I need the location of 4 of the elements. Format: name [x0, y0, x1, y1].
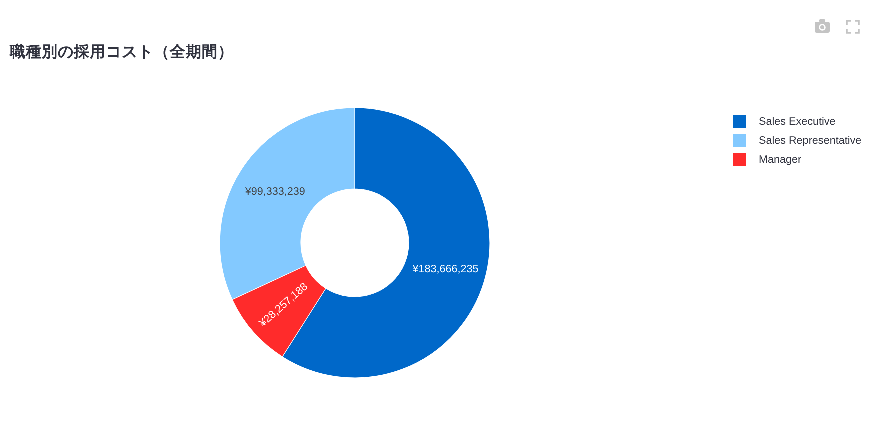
legend-label: Sales Representative: [759, 135, 862, 147]
legend-label: Sales Executive: [759, 116, 836, 128]
legend-label: Manager: [759, 154, 802, 166]
title: 職種別の採用コスト（全期間）: [10, 44, 234, 61]
